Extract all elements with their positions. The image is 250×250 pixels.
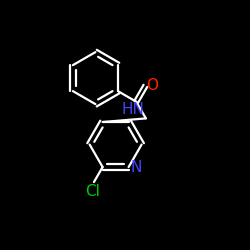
Text: Cl: Cl — [86, 184, 100, 198]
Text: O: O — [146, 78, 158, 93]
Text: N: N — [130, 160, 141, 174]
Text: HN: HN — [122, 102, 144, 118]
